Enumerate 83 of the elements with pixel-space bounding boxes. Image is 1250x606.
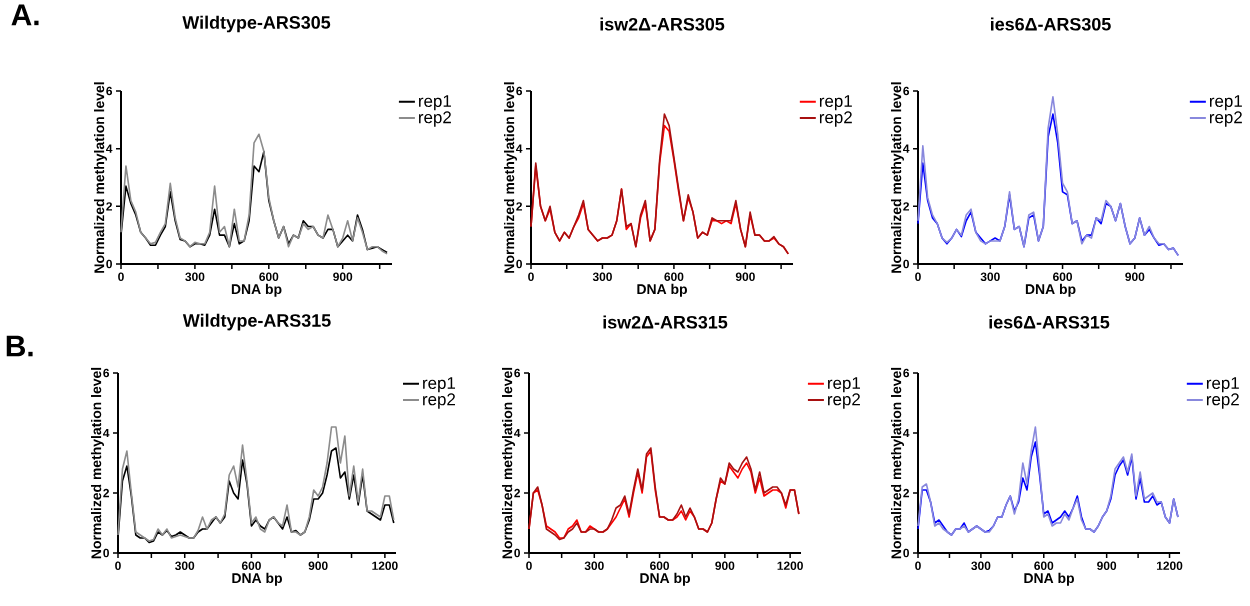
y-tick-label: 6 bbox=[903, 86, 910, 96]
x-tick-label: 900 bbox=[1097, 561, 1117, 570]
x-tick-label: 0 bbox=[526, 561, 532, 570]
legend-label: rep1 bbox=[423, 377, 456, 393]
legend-label: rep2 bbox=[1206, 393, 1239, 409]
text: B. bbox=[6, 335, 33, 357]
chart-title: isw2Δ-ARS305 bbox=[600, 17, 725, 31]
legend-label: rep2 bbox=[419, 111, 451, 127]
x-tick-label: 900 bbox=[715, 561, 735, 570]
y-tick-label: 0 bbox=[903, 259, 909, 269]
y-tick-label: 6 bbox=[514, 368, 521, 378]
x-axis-title: DNA bp bbox=[640, 572, 690, 586]
y-axis-title: Normalized methylation level bbox=[891, 367, 904, 559]
legend-label: rep1 bbox=[1206, 377, 1239, 393]
y-tick-label: 6 bbox=[516, 86, 523, 96]
y-tick-label: 4 bbox=[516, 144, 523, 153]
x-tick-label: 0 bbox=[118, 272, 124, 281]
x-tick-label: 0 bbox=[915, 272, 921, 281]
chart-title: Wildtype-ARS315 bbox=[182, 313, 331, 331]
x-axis-title: DNA bp bbox=[1024, 572, 1074, 586]
chart-title: Wildtype-ARS305 bbox=[182, 15, 331, 33]
y-axis-title: Normalized methylation level bbox=[93, 82, 107, 273]
x-tick-label: 0 bbox=[115, 561, 121, 570]
x-axis-title: DNA bp bbox=[231, 283, 282, 297]
x-tick-label: 0 bbox=[915, 561, 921, 570]
x-tick-label: 900 bbox=[333, 272, 353, 281]
chart-title: ies6Δ-ARS305 bbox=[990, 17, 1111, 31]
x-tick-label: 300 bbox=[175, 561, 195, 571]
y-tick-label: 4 bbox=[514, 428, 521, 438]
y-axis-title: Normalized methylation level bbox=[90, 367, 104, 559]
y-tick-label: 0 bbox=[516, 259, 522, 269]
y-tick-label: 4 bbox=[903, 428, 910, 438]
x-tick-label: 900 bbox=[1125, 272, 1145, 281]
legend-label: rep1 bbox=[1209, 95, 1242, 111]
x-tick-label: 600 bbox=[241, 561, 261, 570]
y-tick-label: 2 bbox=[514, 488, 521, 498]
y-tick-label: 6 bbox=[103, 368, 110, 378]
x-tick-label: 1200 bbox=[1156, 561, 1183, 570]
legend-label: rep2 bbox=[819, 111, 852, 127]
x-tick-label: 600 bbox=[650, 561, 670, 570]
x-tick-label: 900 bbox=[735, 272, 755, 281]
legend-label: rep2 bbox=[423, 393, 455, 409]
x-tick-label: 300 bbox=[980, 272, 1000, 282]
y-tick-label: 2 bbox=[106, 202, 112, 211]
legend-label: rep1 bbox=[419, 95, 451, 111]
x-tick-label: 600 bbox=[1053, 272, 1073, 281]
x-axis-title: DNA bp bbox=[1025, 283, 1076, 297]
x-tick-label: 600 bbox=[664, 272, 684, 281]
y-tick-label: 6 bbox=[903, 368, 910, 378]
y-tick-label: 6 bbox=[106, 86, 113, 96]
chart-title: isw2Δ-ARS315 bbox=[603, 315, 728, 329]
y-axis-title: Normalized methylation level bbox=[891, 82, 904, 273]
legend-label: rep1 bbox=[819, 95, 852, 111]
y-tick-label: 4 bbox=[903, 144, 910, 153]
legend-label: rep2 bbox=[828, 393, 860, 409]
y-tick-label: 2 bbox=[516, 202, 523, 211]
x-tick-label: 1200 bbox=[777, 561, 803, 570]
x-tick-label: 300 bbox=[971, 561, 991, 571]
y-tick-label: 0 bbox=[106, 259, 112, 269]
y-tick-label: 2 bbox=[903, 488, 910, 498]
x-tick-label: 300 bbox=[592, 272, 612, 282]
x-tick-label: 0 bbox=[528, 272, 534, 281]
x-tick-label: 1200 bbox=[372, 561, 398, 570]
x-tick-label: 300 bbox=[185, 272, 205, 282]
y-tick-label: 2 bbox=[903, 202, 910, 211]
x-tick-label: 900 bbox=[308, 561, 328, 570]
y-axis-title: Normalized methylation level bbox=[503, 82, 517, 273]
y-tick-label: 4 bbox=[106, 144, 113, 153]
chart-title: ies6Δ-ARS315 bbox=[989, 315, 1110, 329]
y-axis-title: Normalized methylation level bbox=[501, 367, 515, 559]
y-tick-label: 0 bbox=[514, 548, 520, 558]
legend-label: rep1 bbox=[828, 377, 860, 393]
x-tick-label: 300 bbox=[584, 561, 604, 571]
x-axis-title: DNA bp bbox=[637, 283, 687, 297]
y-tick-label: 4 bbox=[103, 428, 110, 438]
text: A. bbox=[11, 4, 39, 26]
x-tick-label: 600 bbox=[1034, 561, 1054, 570]
x-tick-label: 600 bbox=[259, 272, 279, 281]
y-tick-label: 0 bbox=[903, 548, 909, 558]
y-tick-label: 0 bbox=[103, 548, 109, 558]
legend-label: rep2 bbox=[1209, 111, 1242, 127]
x-axis-title: DNA bp bbox=[232, 572, 282, 586]
y-tick-label: 2 bbox=[103, 488, 109, 498]
